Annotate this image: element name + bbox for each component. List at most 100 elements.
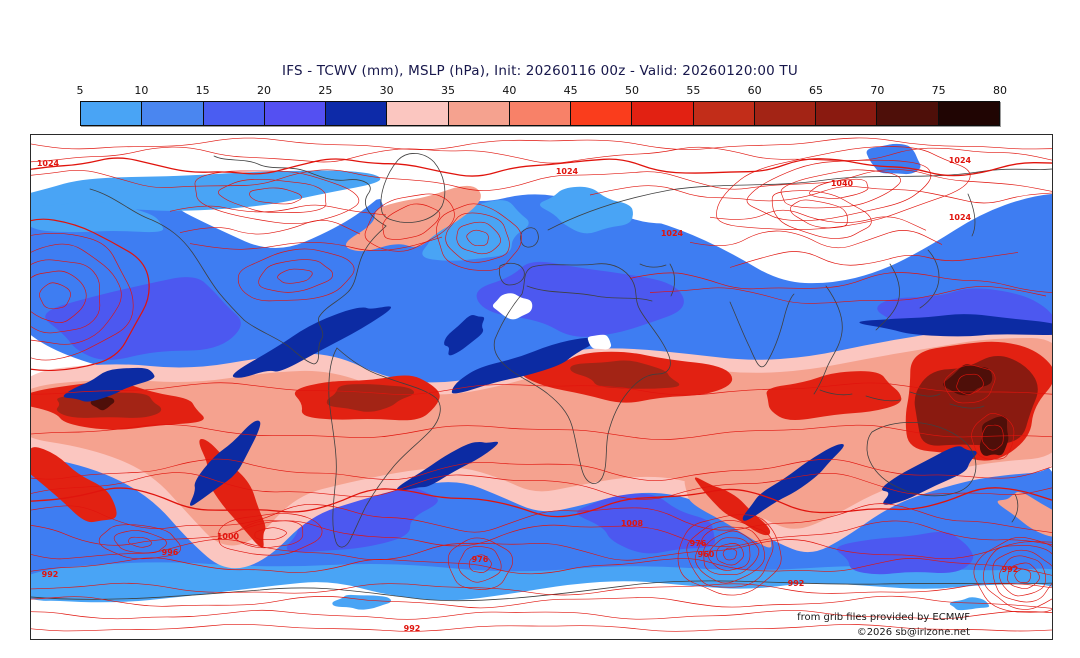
isobar-ring [456,221,501,255]
colorbar-cell [447,102,509,125]
isobar-ring [981,424,1004,451]
isobar-label: 1024 [37,159,60,168]
tcwv-light-blue [539,186,633,234]
isobar-ring [218,178,327,214]
isobar-line [169,204,387,216]
isobar-line [729,251,1019,268]
isobar-line [30,609,1053,620]
isobar-ring [237,248,355,302]
isobar-ring [722,547,738,561]
isobar-line [30,487,1053,518]
isobar-ring [277,268,313,284]
tcwv-salmon-front [997,492,1053,537]
colorbar-tick: 25 [318,84,333,97]
attribution-ecmwf: from grib files provided by ECMWF [797,612,970,623]
tcwv-violet [45,277,241,360]
isobar-ring [983,545,1053,610]
colorbar-cell [386,102,448,125]
coastline-south-america [328,347,441,548]
isobar-ring [677,514,782,596]
isobar-ring [956,373,984,395]
isobar-ring [30,232,134,361]
coastline-caspian [639,263,676,297]
coastline-new-zealand [1011,493,1019,523]
isobar-ring [98,524,181,560]
colorbar-tick-row: 5 10 15 20 25 30 35 40 45 50 55 60 65 70 75 80 [77,84,1008,99]
colorbar-cell [508,102,571,125]
isobar-line [30,538,1053,561]
coastline-antarctica [30,580,1053,602]
isobar-ring [30,218,150,372]
coastline-north-america-west [89,188,245,321]
tcwv-darker-red [914,356,1038,446]
isobar-label: 996 [162,548,179,557]
isobar-ring [254,527,287,540]
isobar-ring [194,170,360,224]
colorbar-cell [81,102,142,125]
coastline-australia [866,421,977,497]
contour-labels: 1024 1024 1040 1024 1024 1024 1008 976 960 992 100… [37,156,1018,633]
isobar-ring [789,199,848,229]
isobar-label: 1024 [661,229,684,238]
tcwv-navy-front [451,337,597,394]
isobar-ring [973,536,1053,613]
isobar-ring [716,146,971,230]
tcwv-shading [30,134,1053,640]
isobar-line [30,146,1053,164]
colorbar-cell [202,102,264,125]
colorbar-tick: 75 [931,84,946,97]
isobar-ring [436,203,522,271]
tcwv-navy-front [396,441,499,491]
colorbar-cell [753,102,816,125]
isobar-ring [218,513,323,556]
coastline-mediterranean [526,285,653,302]
map-frame [30,134,1053,640]
isobar-ring [971,412,1015,460]
page-title: IFS - TCWV (mm), MSLP (hPa), Init: 20260… [282,63,798,79]
colorbar-cell [263,102,326,125]
coastlines [30,153,1053,602]
tcwv-navy-front [881,446,977,505]
isobar-label: 960 [698,550,715,559]
tcwv-atlantic-hook [345,185,481,252]
dry-white-arctic-west [30,134,126,179]
tcwv-navy-front [189,420,261,506]
tcwv-dark-red [326,384,415,412]
coastline-southeast-asia [813,285,843,395]
isobar-ring [469,554,492,573]
coastline-africa [493,263,671,484]
mslp-contours [30,137,1053,632]
isobar-line [30,169,1053,192]
colorbar-cell [692,102,754,125]
coastline-eurasia-north [547,168,1053,231]
isobar-label: 992 [788,579,805,588]
isobar-ring [113,530,167,554]
colorbar-tick: 30 [379,84,394,97]
colorbar-cell [937,102,999,125]
colorbar-tick: 55 [686,84,701,97]
coastline-indonesia [819,389,985,409]
isobar-ring [809,178,869,199]
isobar-ring [999,555,1046,597]
isobar-line [30,424,1053,440]
isobar-label: 1024 [949,156,972,165]
isobar-label: 976 [472,555,489,564]
isobar-ring [364,193,455,252]
tcwv-violet [836,531,974,575]
colorbar-cell [876,102,938,125]
isobar-label: 992 [1002,565,1019,574]
colorbar-cell [570,102,632,125]
tcwv-navy-front [63,367,155,402]
colorbar-tick: 40 [502,84,517,97]
isobar-line [589,185,1053,204]
coastline-north-america-east [243,225,387,365]
tcwv-navy-front [859,314,1053,337]
antarctic-coast-ice [332,594,392,610]
isobar-ring [1014,568,1032,583]
colorbar-tick: 35 [441,84,455,97]
isobar-line [30,137,1053,150]
tcwv-navy-front [232,306,392,378]
colorbar-tick: 70 [870,84,885,97]
isobar-line [30,472,1053,500]
